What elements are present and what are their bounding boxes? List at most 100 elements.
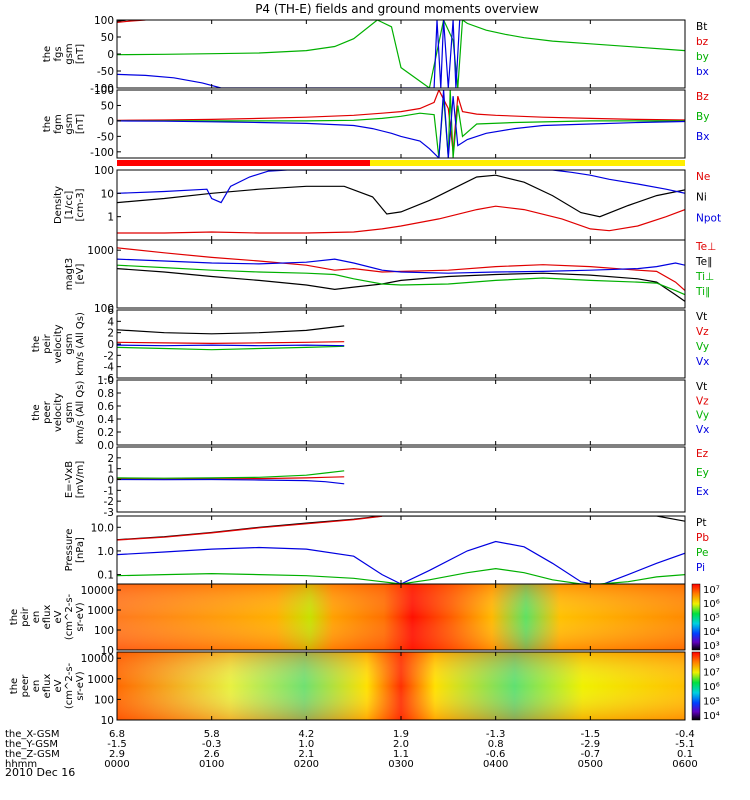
series-fgs-bx xyxy=(117,20,461,88)
y-axis-label-temperature: magt3 [eV] xyxy=(64,258,86,291)
y-axis-label-line: [nPa] xyxy=(75,537,86,563)
legend-temperature: Te⊥ Te∥ Ti⊥ Ti∥ xyxy=(695,241,716,298)
y-tick-label: 50 xyxy=(101,100,114,112)
y-tick-label: 100 xyxy=(94,165,114,177)
x-row-value: 0200 xyxy=(294,759,319,770)
y-axis-label-line: E=-VxB xyxy=(64,461,75,498)
colorbar-peir-eflux xyxy=(691,583,701,651)
legend-item: Bx xyxy=(696,131,709,143)
panel-pressure: 10.0 1.0 0.1 Pressure [nPa] Pt Pb Pe Pi xyxy=(64,515,709,585)
legend-item: Ey xyxy=(696,467,709,479)
y-axis-label-line: the xyxy=(31,336,42,352)
legend-item: Vt xyxy=(696,381,707,393)
legend-item: Ti∥ xyxy=(695,286,710,298)
colorbar-label: 10³ xyxy=(703,641,720,652)
colorbar-label: 10⁵ xyxy=(703,697,720,708)
legend-item: Te∥ xyxy=(695,256,712,268)
y-axis-label-line: [mV/m] xyxy=(75,461,86,499)
x-row-value: 0500 xyxy=(578,759,603,770)
x-row-value: -1.3 xyxy=(486,729,506,740)
colorbar-label: 10⁶ xyxy=(703,682,720,693)
legend-item: Pe xyxy=(696,547,708,559)
legend-item: Pt xyxy=(696,517,706,529)
y-axis-label-line: peir xyxy=(42,333,53,353)
y-axis-label-line: velocity xyxy=(53,324,64,363)
y-axis-label-line: the xyxy=(42,116,53,132)
y-tick-label: 0 xyxy=(107,49,114,61)
y-axis-label-line: [cm-3] xyxy=(75,188,86,221)
x-row-value: -0.6 xyxy=(486,749,506,760)
series-peir-velocity-Vt xyxy=(117,325,345,335)
colorbar-label: 10⁴ xyxy=(703,711,720,722)
x-row-value: -5.1 xyxy=(675,739,695,750)
panel-frame xyxy=(116,379,686,446)
y-axis-label-line: the xyxy=(42,46,53,62)
x-row-value: 2.6 xyxy=(204,749,220,760)
y-tick-label: 0.8 xyxy=(97,388,114,400)
y-axis-label-line: the xyxy=(9,678,20,694)
y-tick-label: 100 xyxy=(94,625,114,637)
y-tick-label: 2 xyxy=(107,453,114,465)
x-row-value: -0.4 xyxy=(675,729,695,740)
y-axis-label-line: Density xyxy=(53,186,64,224)
series-density-Ni xyxy=(117,174,685,218)
y-tick-label: -2 xyxy=(104,350,114,362)
legend-item: Vx xyxy=(696,356,709,368)
x-axis-labels: the_X-GSM 6.8 5.8 4.2 1.9 -1.3 -1.5 -0.4 the_Y-G… xyxy=(5,729,698,770)
legend-item: By xyxy=(696,111,709,123)
y-axis-label-line: magt3 xyxy=(64,258,75,291)
x-row-value: 2.9 xyxy=(109,749,125,760)
series-density-Npot xyxy=(117,170,685,204)
y-axis-label-line: [1/cc] xyxy=(64,191,75,220)
legend-peir-velocity: Vt Vz Vy Vx xyxy=(696,311,709,368)
legend-item: Ne xyxy=(696,171,710,183)
legend-peer-velocity: Vt Vz Vy Vx xyxy=(696,381,709,436)
y-tick-label: -100 xyxy=(90,147,114,159)
colorbar-label: 10⁷ xyxy=(703,585,720,596)
y-axis-label-line: peer xyxy=(42,400,53,424)
chart-title: P4 (TH-E) fields and ground moments over… xyxy=(255,2,539,16)
x-row-value: -0.7 xyxy=(581,749,601,760)
y-tick-label: 0 xyxy=(107,339,114,351)
y-tick-label: 100 xyxy=(94,303,114,315)
x-row-label: the_X-GSM xyxy=(5,729,59,740)
panel-temperature: 1000 100 magt3 [eV] Te⊥ Te∥ Ti⊥ Ti∥ xyxy=(64,239,716,315)
x-row-value: -0.3 xyxy=(202,739,222,750)
y-tick-label: 2 xyxy=(107,328,114,340)
series-temperature-Ti∥ xyxy=(117,264,685,296)
legend-efield: Ez Ey Ex xyxy=(696,448,709,498)
y-tick-label: 0.6 xyxy=(97,401,114,413)
y-tick-label: 6 xyxy=(107,305,114,317)
y-tick-label: 1000 xyxy=(87,245,114,257)
y-axis-label-line: en xyxy=(31,611,42,624)
series-fgs-by xyxy=(117,20,685,88)
x-row-value: 1.0 xyxy=(298,739,314,750)
x-row-value: 1.1 xyxy=(393,749,409,760)
legend-item: Pi xyxy=(696,562,705,574)
y-axis-label-line: eflux xyxy=(42,605,53,630)
y-tick-label: 100 xyxy=(94,15,114,27)
legend-item: Ti⊥ xyxy=(695,271,714,283)
legend-item: Npot xyxy=(696,212,721,224)
x-row-value: 0.8 xyxy=(488,739,504,750)
y-tick-label: 1 xyxy=(107,464,114,476)
mode-bar xyxy=(117,160,685,166)
legend-item: Vt xyxy=(696,311,707,323)
series-efield-Ey xyxy=(117,470,345,479)
x-row-value: 0000 xyxy=(104,759,129,770)
y-tick-label: 10 xyxy=(101,188,114,200)
y-tick-label: 4 xyxy=(107,316,114,328)
y-axis-label-fgm: the fgm gsm [nT] xyxy=(42,113,86,134)
y-tick-label: 10 xyxy=(101,645,114,657)
y-axis-label-pressure: Pressure [nPa] xyxy=(64,529,86,572)
series-peir-velocity-Vz xyxy=(117,341,345,345)
y-tick-label: 10000 xyxy=(81,653,114,665)
x-row-value: 0300 xyxy=(388,759,413,770)
y-tick-label: -50 xyxy=(97,66,114,78)
y-axis-label-line: sr-eV) xyxy=(75,602,86,631)
legend-item: Vy xyxy=(696,341,709,353)
spectrogram-shade-peer-eflux xyxy=(117,652,685,720)
y-axis-label-line: peer xyxy=(20,674,31,698)
